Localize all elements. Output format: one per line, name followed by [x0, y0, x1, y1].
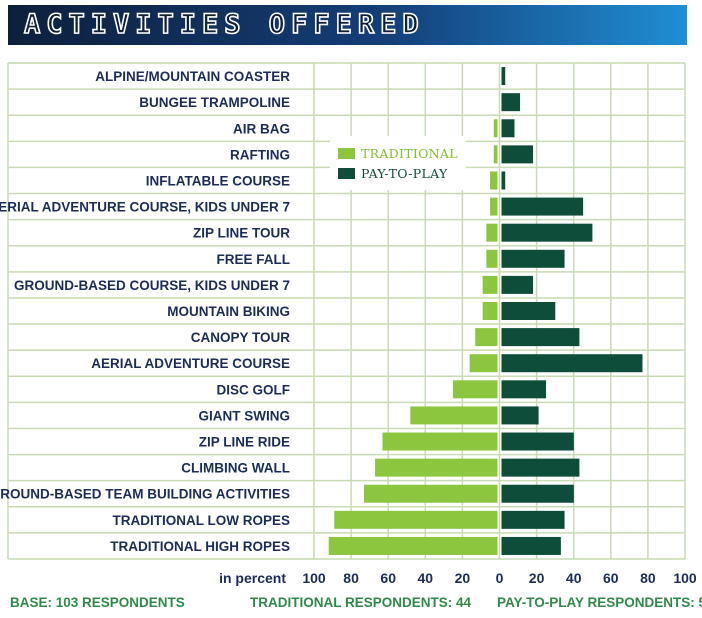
- legend-item-pay-to-play: PAY-TO-PLAY: [338, 165, 448, 181]
- category-label: ALPINE/MOUNTAIN COASTER: [95, 69, 290, 84]
- bar-pay-to-play: [501, 93, 521, 112]
- legend-label-pay-to-play: PAY-TO-PLAY: [361, 165, 448, 181]
- x-tick-label: 20: [529, 570, 545, 586]
- x-tick-label: 20: [455, 570, 471, 586]
- category-label: GROUND-BASED TEAM BUILDING ACTIVITIES: [0, 487, 290, 502]
- bar-traditional: [375, 458, 498, 477]
- bar-traditional: [482, 275, 498, 294]
- category-label: AERIAL ADVENTURE COURSE, KIDS UNDER 7: [0, 200, 290, 215]
- bar-traditional: [382, 432, 498, 451]
- chart-title: ACTIVITIES OFFERED: [23, 8, 425, 41]
- footer-base: BASE: 103 RESPONDENTS: [10, 595, 185, 610]
- category-label: TRADITIONAL LOW ROPES: [113, 513, 291, 528]
- bar-pay-to-play: [501, 328, 580, 347]
- category-label: DISC GOLF: [217, 382, 291, 397]
- x-tick-label: 80: [640, 570, 656, 586]
- x-tick-label: 80: [343, 570, 359, 586]
- bar-pay-to-play: [501, 380, 547, 399]
- bar-traditional: [410, 406, 498, 425]
- x-axis-label: in percent: [219, 570, 286, 586]
- bar-pay-to-play: [501, 223, 593, 242]
- x-tick-label: 0: [496, 570, 504, 586]
- bar-pay-to-play: [501, 171, 506, 190]
- bar-pay-to-play: [501, 484, 574, 503]
- footer-pay-to-play: PAY-TO-PLAY RESPONDENTS: 59: [497, 595, 702, 610]
- bar-traditional: [334, 510, 498, 529]
- bar-traditional: [486, 249, 498, 268]
- bar-pay-to-play: [501, 119, 515, 138]
- category-label: GIANT SWING: [199, 408, 291, 423]
- bar-traditional: [452, 380, 498, 399]
- bar-pay-to-play: [501, 67, 506, 86]
- category-label: BUNGEE TRAMPOLINE: [139, 95, 290, 110]
- bar-pay-to-play: [501, 432, 574, 451]
- bar-traditional: [486, 223, 498, 242]
- bar-traditional: [490, 171, 498, 190]
- bar-traditional: [493, 119, 498, 138]
- bar-pay-to-play: [501, 536, 561, 555]
- grid: [7, 62, 686, 560]
- category-label: INFLATABLE COURSE: [146, 173, 290, 188]
- bar-pay-to-play: [501, 510, 565, 529]
- x-tick-label: 40: [566, 570, 582, 586]
- x-tick-label: 60: [380, 570, 396, 586]
- bar-pay-to-play: [501, 249, 565, 268]
- category-label: AIR BAG: [233, 121, 290, 136]
- footer-traditional: TRADITIONAL RESPONDENTS: 44: [250, 595, 472, 610]
- bar-pay-to-play: [501, 458, 580, 477]
- bar-traditional: [493, 145, 498, 164]
- bar-traditional: [490, 197, 498, 216]
- legend: TRADITIONAL PAY-TO-PLAY: [330, 136, 466, 190]
- category-label: RAFTING: [230, 147, 290, 162]
- legend-label-traditional: TRADITIONAL: [361, 145, 458, 161]
- bar-pay-to-play: [501, 197, 584, 216]
- bar-traditional: [328, 536, 498, 555]
- category-label: GROUND-BASED COURSE, KIDS UNDER 7: [14, 278, 290, 293]
- bar-pay-to-play: [501, 302, 556, 320]
- legend-swatch-pay-to-play: [338, 167, 355, 179]
- category-label: FREE FALL: [217, 252, 291, 267]
- x-tick-label: 40: [418, 570, 434, 586]
- bar-pay-to-play: [501, 354, 643, 373]
- x-tick-label: 60: [603, 570, 619, 586]
- bar-pay-to-play: [501, 145, 534, 164]
- category-label: CANOPY TOUR: [191, 330, 291, 345]
- category-label: ZIP LINE TOUR: [193, 226, 290, 241]
- bar-traditional: [482, 302, 498, 320]
- category-label: MOUNTAIN BIKING: [167, 304, 290, 319]
- x-tick-label: 100: [302, 570, 326, 586]
- category-labels: ALPINE/MOUNTAIN COASTER BUNGEE TRAMPOLINE…: [0, 69, 290, 554]
- category-label: AERIAL ADVENTURE COURSE: [91, 356, 290, 371]
- legend-swatch-traditional: [338, 147, 355, 159]
- bar-traditional: [363, 484, 498, 503]
- category-label: ZIP LINE RIDE: [199, 435, 290, 450]
- x-tick-label: 100: [673, 570, 697, 586]
- bars: [328, 67, 643, 555]
- legend-item-traditional: TRADITIONAL: [338, 145, 458, 161]
- bar-pay-to-play: [501, 406, 539, 425]
- bar-traditional: [469, 354, 498, 373]
- bar-pay-to-play: [501, 275, 534, 294]
- title-bar: ACTIVITIES OFFERED: [8, 5, 687, 45]
- bar-traditional: [475, 328, 498, 347]
- category-label: CLIMBING WALL: [181, 461, 290, 476]
- category-label: TRADITIONAL HIGH ROPES: [110, 539, 290, 554]
- tick-labels: in percent 100 80 60 40 20 0 20 40 60 80 100: [219, 570, 697, 586]
